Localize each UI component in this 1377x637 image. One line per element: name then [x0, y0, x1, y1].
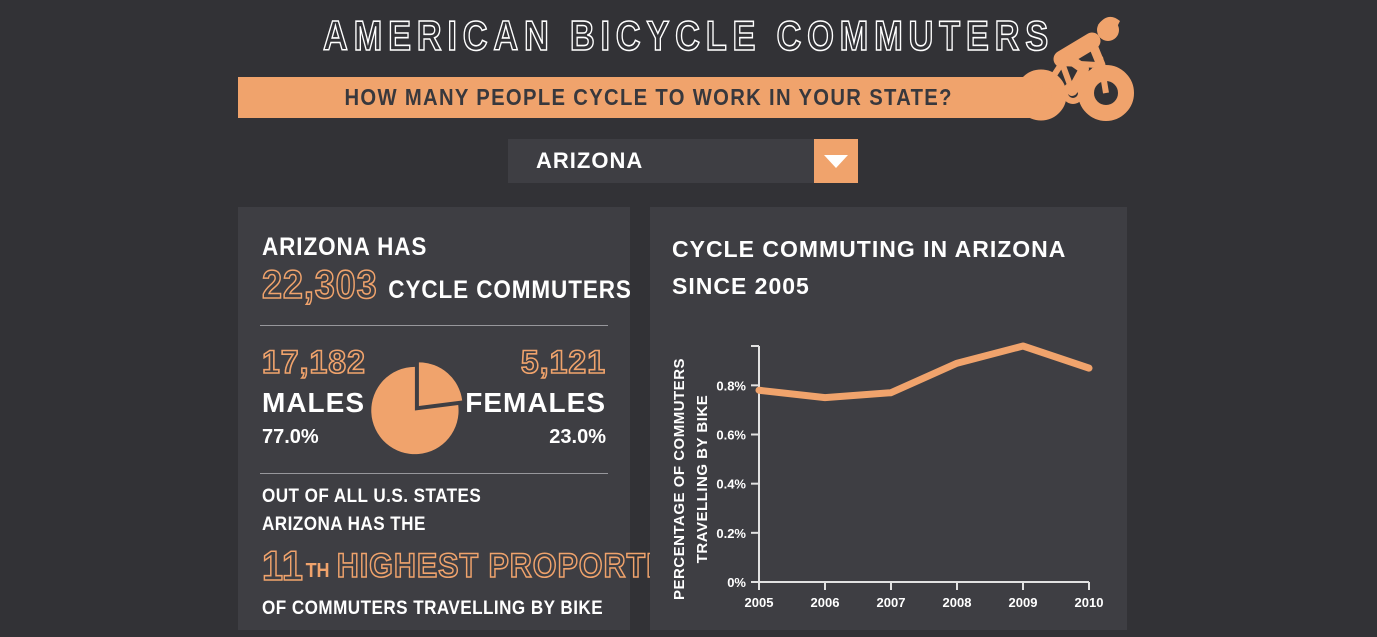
svg-text:0.4%: 0.4%	[716, 477, 746, 492]
trend-panel: CYCLE COMMUTING IN ARIZONA SINCE 2005 0%…	[650, 207, 1127, 630]
rank-line1: OUT OF ALL U.S. STATES	[262, 486, 482, 507]
svg-text:2005: 2005	[745, 595, 774, 610]
page-title: AMERICAN BICYCLE COMMUTERS	[322, 11, 1054, 60]
males-stat: 17,182 MALES 77.0%	[261, 341, 366, 473]
total-count: 22,303	[261, 262, 378, 308]
svg-text:2006: 2006	[811, 595, 840, 610]
chevron-down-icon	[824, 154, 848, 168]
cyclist-icon	[1015, 16, 1134, 121]
males-percent: 77.0%	[262, 426, 319, 448]
rank-highlight: HIGHEST PROPORTION	[336, 546, 704, 586]
svg-text:0.6%: 0.6%	[716, 428, 746, 443]
rank-line2: ARIZONA HAS THE	[262, 514, 426, 535]
rank-highlight-row: 11 TH HIGHEST PROPORTION	[261, 542, 704, 589]
state-dropdown[interactable]: ARIZONA	[508, 139, 858, 183]
svg-text:PERCENTAGE OF COMMUTERS: PERCENTAGE OF COMMUTERS	[671, 358, 688, 600]
svg-text:0.8%: 0.8%	[716, 378, 746, 393]
trend-title-line2: SINCE 2005	[672, 273, 810, 299]
rank-ordinal: TH	[305, 560, 330, 582]
svg-text:TRAVELLING BY BIKE: TRAVELLING BY BIKE	[694, 395, 711, 563]
svg-text:2009: 2009	[1009, 595, 1038, 610]
svg-text:0%: 0%	[727, 575, 746, 590]
state-dropdown-value: ARIZONA	[536, 148, 644, 173]
males-count: 17,182	[261, 343, 366, 381]
trend-title: CYCLE COMMUTING IN ARIZONA SINCE 2005	[672, 231, 1066, 305]
svg-text:2007: 2007	[877, 595, 906, 610]
state-stats-panel: ARIZONA HAS 22,303 CYCLE COMMUTERS 17,18…	[238, 207, 703, 630]
banner: HOW MANY PEOPLE CYCLE TO WORK IN YOUR ST…	[238, 77, 1060, 118]
males-label: MALES	[262, 387, 365, 418]
females-stat: 5,121 FEMALES 23.0%	[465, 341, 606, 473]
total-label: CYCLE COMMUTERS	[388, 276, 632, 304]
divider	[260, 473, 608, 474]
females-percent: 23.0%	[549, 426, 606, 448]
state-dropdown-button[interactable]	[814, 139, 858, 183]
females-label: FEMALES	[465, 387, 606, 418]
trend-title-line1: CYCLE COMMUTING IN ARIZONA	[672, 236, 1067, 262]
total-commuters: 22,303 CYCLE COMMUTERS	[261, 262, 632, 308]
banner-question: HOW MANY PEOPLE CYCLE TO WORK IN YOUR ST…	[344, 84, 954, 110]
females-count: 5,121	[520, 343, 606, 381]
gender-split: 17,182 MALES 77.0% 5,121 FEMALES 23.0%	[261, 341, 606, 473]
gender-pie-chart	[371, 362, 463, 455]
rank-number: 11	[261, 542, 304, 589]
svg-text:0.2%: 0.2%	[716, 526, 746, 541]
divider	[260, 325, 608, 326]
rank-statement: OUT OF ALL U.S. STATES ARIZONA HAS THE 1…	[261, 483, 704, 623]
stats-intro: ARIZONA HAS	[262, 233, 428, 261]
svg-text:2008: 2008	[943, 595, 972, 610]
rank-line3: OF COMMUTERS TRAVELLING BY BIKE	[262, 598, 604, 619]
trend-line-chart: 0% 0.2% 0.4% 0.6% 0.8% 2005 2006 2007 2008 2009 20…	[671, 342, 1104, 610]
svg-text:2010: 2010	[1075, 595, 1104, 610]
